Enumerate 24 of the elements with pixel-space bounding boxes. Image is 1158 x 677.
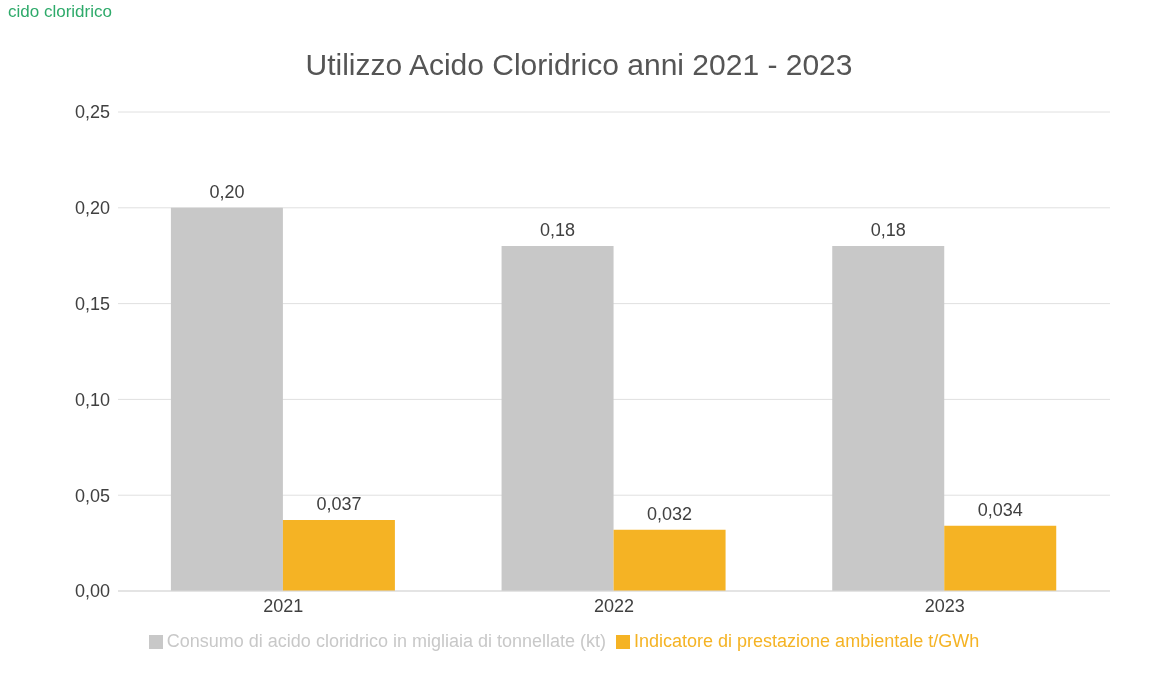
data-label: 0,032: [647, 503, 693, 524]
data-label: 0,034: [977, 499, 1023, 520]
chart-title: Utilizzo Acido Cloridrico anni 2021 - 2023: [305, 48, 853, 81]
data-label: 0,20: [209, 181, 245, 202]
x-tick-label: 2022: [593, 595, 635, 616]
data-label: 0,18: [870, 220, 906, 241]
legend-label: Indicatore di prestazione ambientale t/GWh: [634, 631, 980, 651]
data-label: 0,037: [316, 494, 362, 515]
y-tick-label: 0,00: [74, 581, 110, 602]
y-tick-label: 0,15: [74, 293, 110, 314]
y-tick-label: 0,25: [74, 102, 110, 123]
bar: [944, 525, 1057, 591]
bar: [282, 520, 395, 591]
y-tick-label: 0,05: [74, 485, 110, 506]
bar: [501, 246, 614, 591]
y-tick-label: 0,20: [74, 198, 110, 219]
x-tick-label: 2023: [924, 595, 965, 616]
text: cido cloridrico: [8, 2, 112, 22]
x-tick-label: 2021: [263, 595, 304, 616]
y-tick-label: 0,10: [74, 389, 110, 410]
bar: [170, 207, 283, 591]
bar: [832, 246, 945, 591]
data-label: 0,18: [540, 220, 576, 241]
bar: [613, 529, 726, 591]
